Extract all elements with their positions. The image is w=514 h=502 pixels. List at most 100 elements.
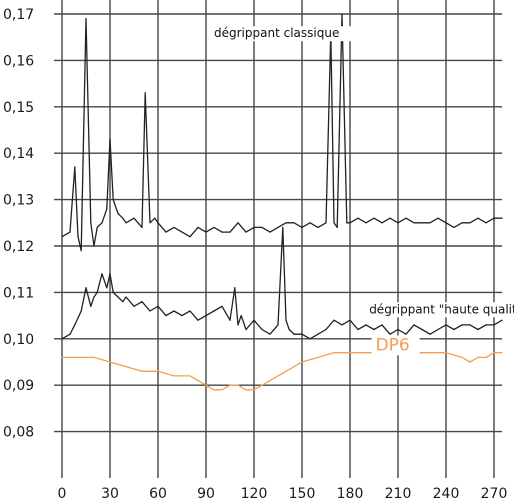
annotation-label: dégrippant classique	[214, 26, 339, 40]
data-point-series-3	[61, 356, 63, 358]
y-tick-label: 0,14	[3, 146, 34, 162]
data-point-series-1	[245, 231, 247, 233]
data-point-series-1	[413, 222, 415, 224]
data-point-series-2	[181, 315, 183, 317]
x-axis: 0 30 60 90 120 150 180 210 240 270	[58, 486, 508, 502]
data-point-series-1	[253, 226, 255, 229]
data-point-series-1	[173, 226, 175, 229]
data-point-series-1	[317, 226, 319, 229]
data-point-series-2	[240, 315, 242, 317]
series-line-1	[61, 13, 502, 252]
data-point-series-2	[106, 287, 108, 289]
data-point-series-3	[245, 389, 247, 391]
data-point-series-3	[109, 361, 111, 363]
data-point-series-1	[477, 217, 479, 219]
data-point-series-2	[93, 296, 95, 298]
data-point-series-2	[112, 291, 114, 293]
data-point-series-3	[229, 384, 231, 386]
data-point-series-1	[85, 18, 87, 20]
data-point-series-1	[429, 222, 431, 224]
y-tick-label: 0,15	[3, 100, 34, 116]
data-point-series-3	[125, 366, 127, 368]
data-point-series-3	[93, 356, 95, 358]
data-point-series-1	[365, 222, 367, 224]
data-point-series-1	[341, 13, 343, 15]
data-point-series-1	[157, 222, 159, 224]
data-point-series-3	[301, 361, 303, 363]
data-point-series-1	[125, 222, 127, 224]
data-point-series-2	[501, 319, 503, 321]
data-point-series-1	[96, 226, 98, 229]
data-point-series-2	[261, 328, 263, 331]
data-point-series-1	[229, 231, 231, 233]
data-point-series-3	[469, 361, 471, 363]
data-point-series-2	[477, 328, 479, 331]
data-point-series-1	[349, 222, 351, 224]
data-point-series-2	[277, 324, 279, 326]
data-point-series-1	[149, 222, 151, 224]
data-point-series-2	[485, 324, 487, 326]
data-point-series-1	[165, 231, 167, 233]
data-point-series-1	[336, 226, 338, 229]
data-point-series-1	[493, 217, 495, 219]
data-point-series-3	[485, 356, 487, 358]
data-point-series-1	[333, 222, 335, 224]
data-point-series-1	[205, 231, 207, 233]
data-point-series-2	[445, 324, 447, 326]
y-tick-label: 0,09	[3, 378, 34, 394]
data-point-series-1	[74, 166, 76, 168]
data-point-series-2	[397, 328, 399, 331]
data-point-series-3	[269, 379, 271, 382]
data-point-series-2	[437, 328, 439, 331]
data-point-series-1	[181, 231, 183, 233]
data-point-series-2	[288, 328, 290, 331]
data-point-series-2	[245, 328, 247, 331]
data-point-series-3	[77, 356, 79, 358]
data-point-series-2	[453, 328, 455, 331]
data-point-series-3	[221, 389, 223, 391]
data-point-series-2	[157, 305, 159, 307]
x-tick-label: 30	[101, 486, 119, 502]
y-tick-label: 0,16	[3, 53, 34, 69]
data-point-series-2	[333, 319, 335, 321]
data-point-series-2	[234, 287, 236, 289]
data-point-series-2	[413, 324, 415, 326]
data-point-series-1	[197, 226, 199, 229]
data-point-series-1	[325, 222, 327, 224]
data-point-series-1	[397, 222, 399, 224]
data-point-series-1	[69, 231, 71, 233]
data-point-series-1	[93, 245, 95, 247]
data-point-series-2	[229, 319, 231, 321]
data-point-series-2	[309, 338, 311, 340]
data-point-series-1	[109, 138, 111, 140]
y-tick-label: 0,13	[3, 193, 34, 209]
data-point-series-1	[301, 226, 303, 229]
data-point-series-2	[117, 296, 119, 298]
data-point-series-3	[189, 375, 191, 377]
data-point-series-2	[165, 315, 167, 317]
series-line-2	[61, 226, 503, 340]
data-point-series-3	[317, 356, 319, 358]
annotation-backdrop	[212, 26, 372, 42]
data-point-series-1	[501, 217, 503, 219]
data-point-series-3	[349, 352, 351, 354]
data-point-series-1	[269, 231, 271, 233]
data-point-series-1	[405, 217, 407, 219]
data-point-series-3	[253, 389, 255, 391]
annotation-label: dégrippant "haute qualité"	[369, 302, 514, 316]
data-point-series-2	[197, 319, 199, 321]
data-point-series-2	[80, 310, 82, 312]
data-point-series-2	[461, 324, 463, 326]
data-point-series-3	[261, 384, 263, 386]
series-group	[61, 13, 503, 391]
data-point-series-2	[253, 319, 255, 321]
data-point-series-3	[477, 356, 479, 358]
data-point-series-2	[317, 333, 319, 335]
annotations: dégrippant classique dégrippant "haute qu…	[212, 26, 514, 356]
data-point-series-3	[461, 356, 463, 358]
data-point-series-1	[117, 212, 119, 215]
data-point-series-3	[429, 352, 431, 354]
data-point-series-2	[101, 273, 103, 275]
data-point-series-1	[461, 222, 463, 224]
data-point-series-3	[173, 375, 175, 377]
